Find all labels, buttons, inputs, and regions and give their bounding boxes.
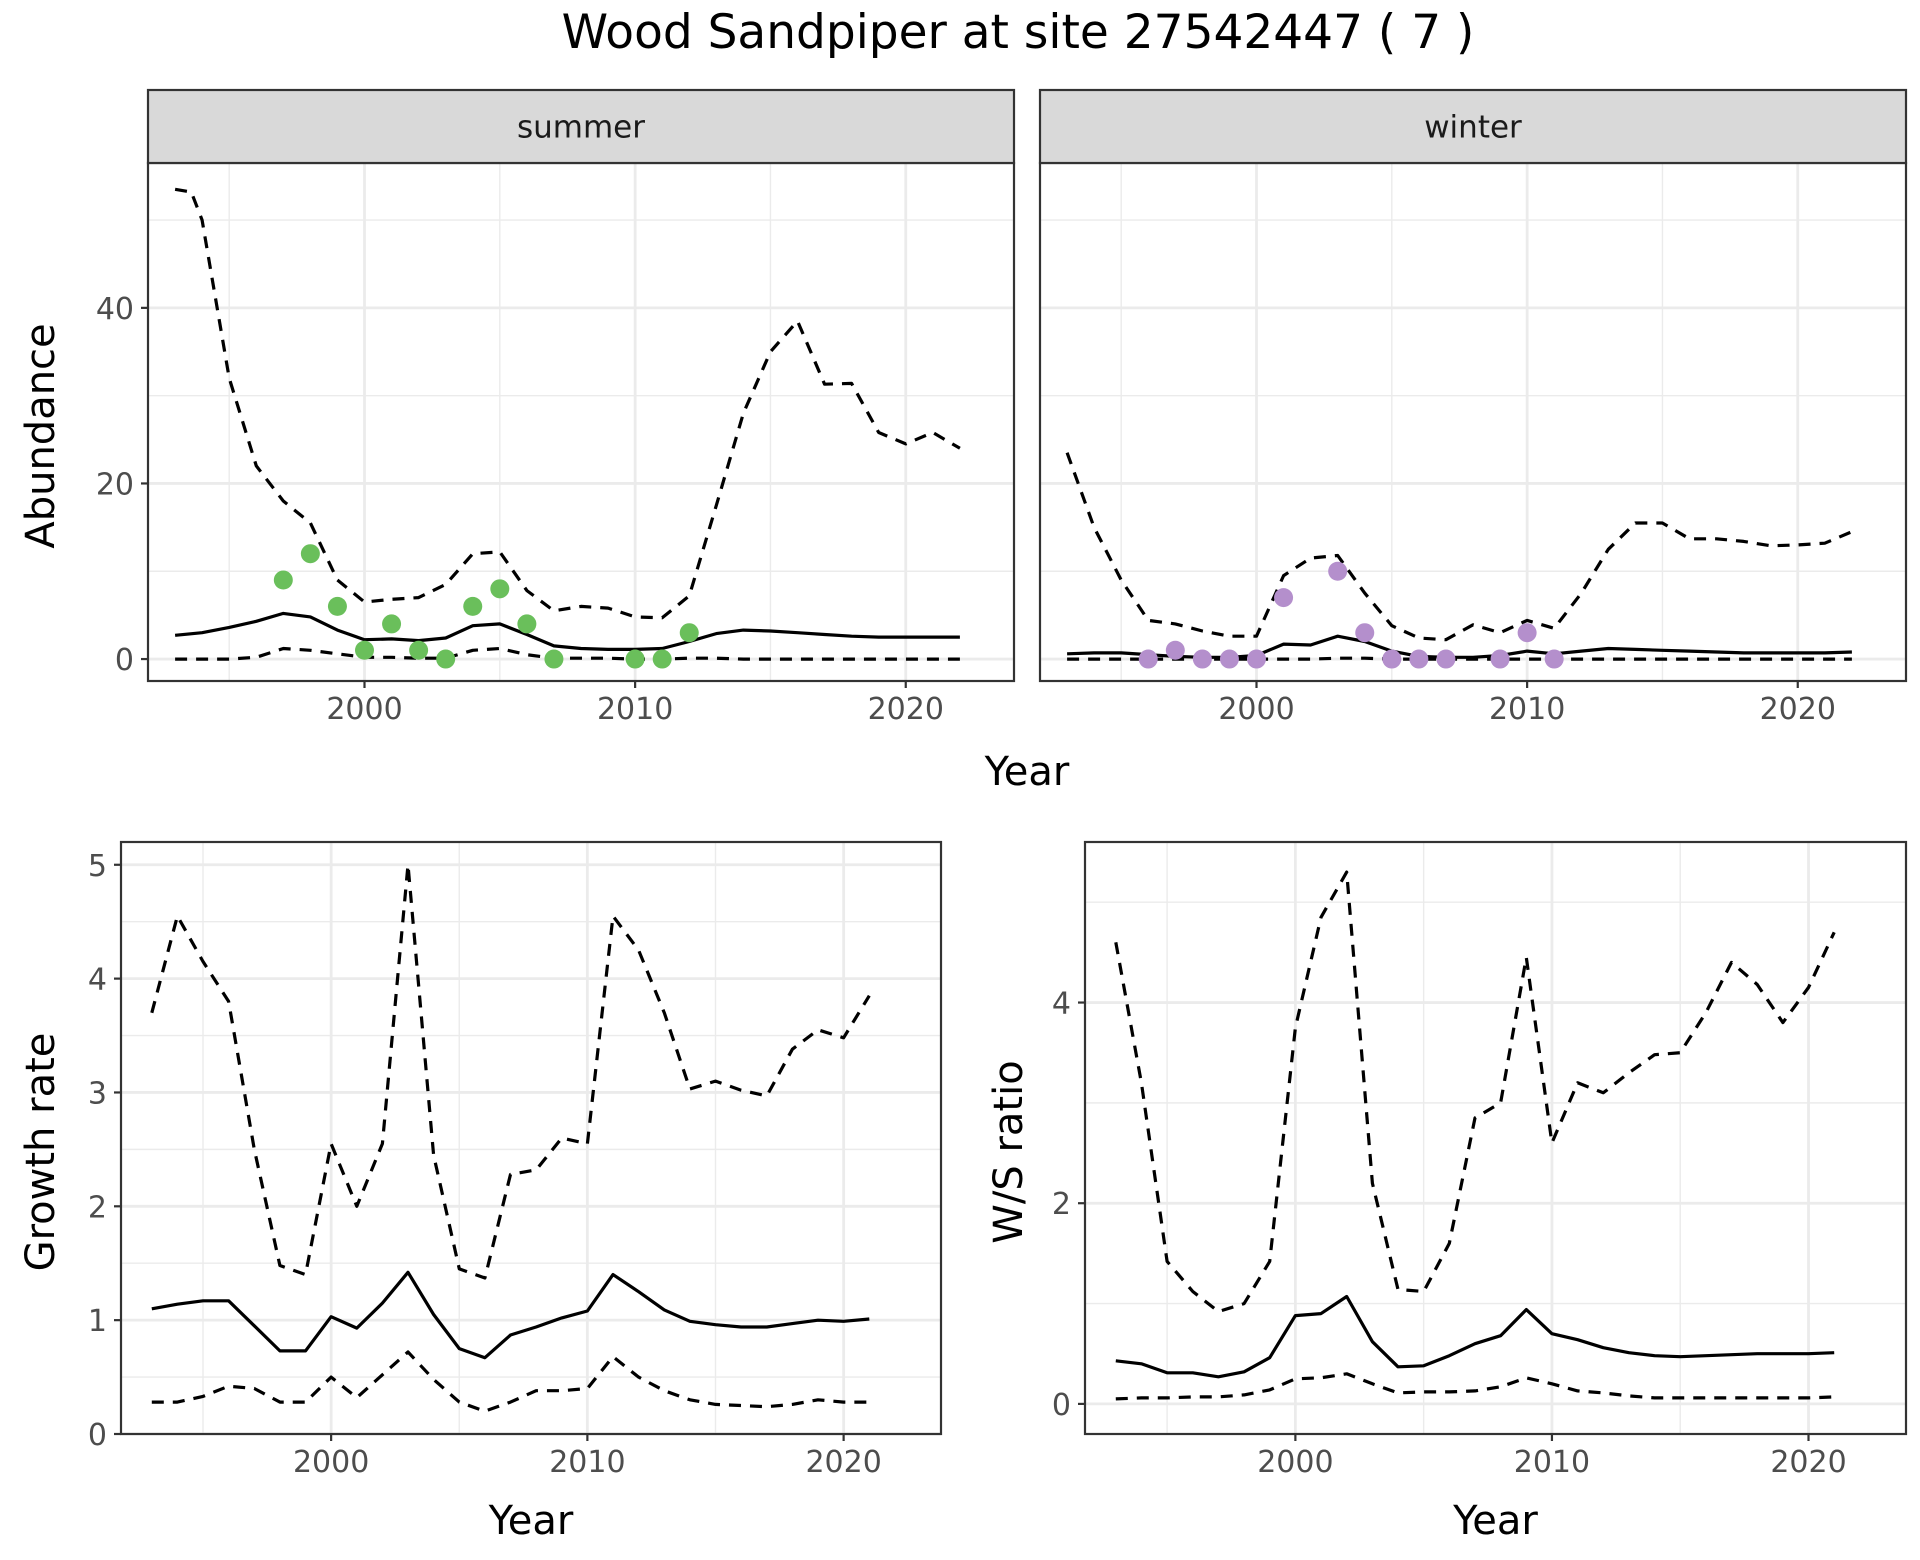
panel-growth: 2000 2010 2020 0 1 2 3 4 5 Growth rate Year [18,840,943,1544]
panel-ratio: 2000 2010 2020 0 2 4 W/S ratio Year [986,840,1908,1544]
series-lower-line [151,1350,870,1413]
data-point [409,640,429,660]
series-mean-line [1115,1294,1835,1379]
x-axis-title-shared: Year [984,749,1070,795]
data-point [273,570,293,590]
x-tick-label: 2020 [868,692,944,727]
chart-title: Wood Sandpiper at site 27542447 ( 7 ) [562,5,1475,60]
x-tick-label: 2000 [1257,1445,1333,1480]
y-tick-label: 0 [88,1418,107,1453]
data-point [463,596,483,616]
y-tick-label: 0 [115,643,134,678]
panel-border [1038,161,1908,683]
x-tick-label: 2010 [597,692,673,727]
series-upper-line [150,863,871,1280]
x-tick-label: 2010 [1489,692,1565,727]
series-mean-line [1067,634,1852,659]
data-point [1219,649,1239,669]
data-point [1382,649,1402,669]
x-axis-title: Year [488,1498,574,1544]
data-point [1328,561,1348,581]
x-tick-label: 2020 [1770,1445,1846,1480]
data-point [1138,649,1158,669]
panel-border [146,161,1016,683]
x-tick-label: 2020 [805,1445,881,1480]
data-point [1436,649,1456,669]
y-tick-label: 3 [88,1076,107,1111]
y-tick-label: 4 [1052,987,1071,1022]
x-tick-label: 2010 [1514,1445,1590,1480]
x-tick-label: 2010 [549,1445,625,1480]
series-lower-line [1115,1372,1835,1401]
series-upper-line [1114,870,1836,1314]
x-tick-label: 2000 [1218,692,1294,727]
y-tick-label: 4 [88,963,107,998]
facet-strip-label: winter [1424,110,1522,146]
y-axis-title: Abundance [18,323,64,548]
x-axis-title: Year [1452,1498,1538,1544]
series-upper-line [174,187,961,620]
y-tick-label: 5 [88,849,107,884]
series-mean-line [174,611,960,651]
data-point [327,596,347,616]
data-point [382,614,402,634]
data-point [1517,623,1537,643]
x-tick-label: 2000 [293,1445,369,1480]
data-point [490,579,510,599]
panel-border [119,840,943,1436]
data-point [1544,649,1564,669]
series-upper-line [1065,452,1853,642]
gridlines [1085,842,1906,1434]
x-tick-label: 2000 [326,692,402,727]
panel-summer: summer 2000 2010 2020 0 20 40 Abundance [18,88,1016,727]
y-tick-label: 2 [1052,1187,1071,1222]
y-axis-title: W/S ratio [986,1060,1032,1243]
data-point [1409,649,1429,669]
gridlines [121,842,941,1436]
data-point [517,614,537,634]
gridlines [148,163,1014,681]
data-point [679,623,699,643]
y-axis-title: Growth rate [18,1033,64,1272]
facet-strip [1038,88,1908,165]
y-tick-label: 20 [96,467,134,502]
series-lower-line [175,646,960,661]
data-point [1274,588,1294,608]
x-tick-label: 2020 [1760,692,1836,727]
data-point [625,649,645,669]
data-point [355,640,374,660]
facet-strip-label: summer [517,110,645,146]
data-point [544,649,564,669]
gridlines [1040,163,1906,681]
y-tick-label: 2 [88,1190,107,1225]
data-point [1165,640,1185,660]
panel-winter: winter 2000 2010 2020 [1038,88,1908,727]
series-mean-line [151,1270,870,1360]
data-point [1355,623,1375,643]
data-point [436,649,456,669]
data-point [300,544,320,564]
y-tick-label: 1 [88,1304,107,1339]
panel-border [1083,840,1908,1436]
y-tick-label: 0 [1052,1388,1071,1423]
facet-strip [146,88,1016,165]
y-tick-label: 40 [96,292,134,327]
data-point [1192,649,1212,669]
data-point [652,649,672,669]
data-point [1490,649,1510,669]
data-point [1247,649,1266,669]
